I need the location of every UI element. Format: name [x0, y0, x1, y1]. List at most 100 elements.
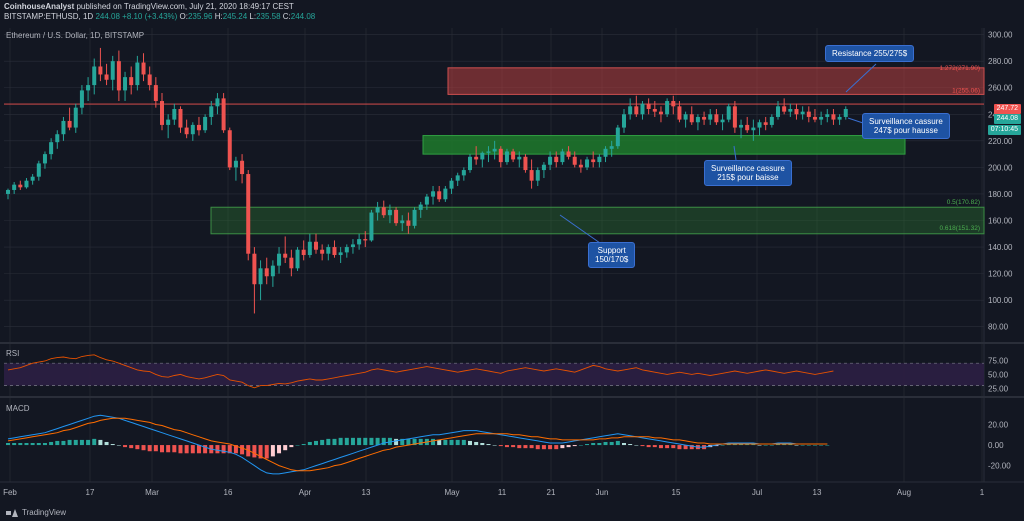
candle-body	[702, 116, 707, 120]
candle-body	[634, 106, 639, 115]
candle-body	[541, 164, 546, 171]
candle-body	[129, 77, 134, 86]
candle-body	[461, 170, 466, 176]
callout-pointer	[845, 63, 877, 93]
candle-body	[776, 106, 780, 117]
macd-tick-label: 0.00	[988, 441, 1004, 450]
candle-body	[203, 116, 208, 131]
candle-body	[837, 116, 842, 120]
macd-histogram-bar	[18, 443, 23, 446]
candle-body	[141, 62, 146, 75]
published-text: published on TradingView.com, July 21, 2…	[76, 2, 294, 11]
rsi-tick-label: 25.00	[988, 384, 1009, 393]
macd-histogram-bar	[301, 444, 306, 446]
macd-histogram-bar	[720, 445, 725, 446]
ohlc-header: BITSTAMP:ETHUSD, 1D 244.08 +8.10 (+3.43%…	[4, 12, 315, 21]
candle-body	[622, 114, 626, 128]
signal-line	[7, 417, 828, 472]
macd-histogram-bar	[560, 445, 565, 449]
macd-histogram-bar	[369, 437, 374, 446]
open-label: O:	[179, 12, 188, 21]
macd-histogram-bar	[240, 445, 245, 455]
macd-histogram-bar	[252, 445, 257, 458]
macd-histogram-bar	[203, 445, 208, 454]
macd-histogram-bar	[350, 437, 355, 446]
candle-body	[437, 191, 442, 200]
candle-body	[628, 106, 633, 115]
symbol-label[interactable]: BITSTAMP:ETHUSD, 1D	[4, 12, 94, 21]
macd-histogram-bar	[67, 439, 72, 446]
macd-histogram-bar	[751, 444, 756, 446]
y-tick-label: 120.00	[988, 270, 1013, 279]
candle-body	[819, 116, 824, 120]
macd-tick-label: -20.00	[988, 462, 1011, 471]
tradingview-brand[interactable]: TradingView	[6, 508, 66, 517]
candle-body	[178, 108, 183, 128]
macd-histogram-bar	[541, 445, 546, 450]
macd-histogram-bar	[387, 437, 392, 446]
macd-histogram-bar	[788, 444, 793, 446]
candle-body	[215, 98, 220, 107]
macd-histogram-bar	[215, 445, 220, 454]
candle-body	[782, 106, 787, 112]
candle-body	[314, 241, 318, 250]
macd-histogram-bar	[61, 440, 66, 446]
break-down-callout: Surveillance cassure 215$ pour baisse	[704, 160, 792, 186]
macd-histogram-bar	[548, 445, 553, 450]
candle-body	[160, 101, 164, 125]
support-line1: Support	[597, 246, 626, 255]
candle-body	[615, 127, 620, 147]
fib-level-label: 0.5(170.82)	[947, 199, 980, 206]
candle-body	[92, 66, 97, 86]
y-tick-label: 200.00	[988, 163, 1013, 172]
x-tick-label: 1	[980, 488, 985, 497]
macd-histogram-bar	[326, 438, 331, 446]
macd-histogram-bar	[55, 440, 60, 446]
candle-body	[246, 174, 251, 254]
fib-level-label: 1.272(271.90)	[940, 65, 980, 72]
candle-body	[104, 74, 109, 80]
candle-body	[184, 127, 189, 135]
candle-body	[843, 108, 848, 117]
publisher-name[interactable]: CoinhouseAnalyst	[4, 2, 75, 11]
candle-body	[751, 127, 756, 131]
macd-histogram-bar	[677, 445, 682, 450]
macd-histogram-bar	[437, 439, 442, 446]
candle-body	[307, 241, 312, 256]
candle-body	[523, 156, 528, 171]
macd-histogram-bar	[776, 444, 780, 446]
candle-body	[400, 220, 405, 224]
level-price-tag: 247.72	[993, 104, 1021, 114]
candle-body	[227, 130, 232, 168]
support-zone	[210, 206, 985, 235]
candle-body	[110, 61, 115, 80]
macd-histogram-bar	[178, 445, 183, 454]
candle-body	[252, 253, 257, 285]
rsi-band	[4, 363, 984, 386]
macd-histogram-bar	[461, 439, 466, 446]
candle-body	[344, 247, 349, 253]
y-tick-label: 100.00	[988, 296, 1013, 305]
candle-body	[394, 209, 399, 224]
candle-body	[270, 265, 275, 277]
macd-histogram-bar	[492, 445, 497, 446]
fib-level-label: 0.618(151.32)	[940, 225, 980, 232]
open-value: 235.96	[187, 12, 213, 21]
candle-body	[578, 164, 583, 168]
macd-histogram-bar	[141, 445, 146, 451]
candle-body	[12, 184, 17, 190]
candle-body	[190, 124, 195, 135]
x-tick-label: 13	[813, 488, 822, 497]
candle-body	[431, 191, 436, 197]
macd-histogram-bar	[110, 444, 115, 446]
high-label: H:	[214, 12, 223, 21]
macd-histogram-bar	[523, 445, 528, 449]
macd-histogram-bar	[394, 438, 399, 446]
candle-body	[486, 151, 491, 153]
macd-histogram-bar	[474, 441, 479, 446]
candle-body	[665, 101, 670, 115]
macd-histogram-bar	[135, 445, 140, 450]
macd-histogram-bar	[511, 445, 516, 448]
candle-body	[609, 146, 614, 149]
